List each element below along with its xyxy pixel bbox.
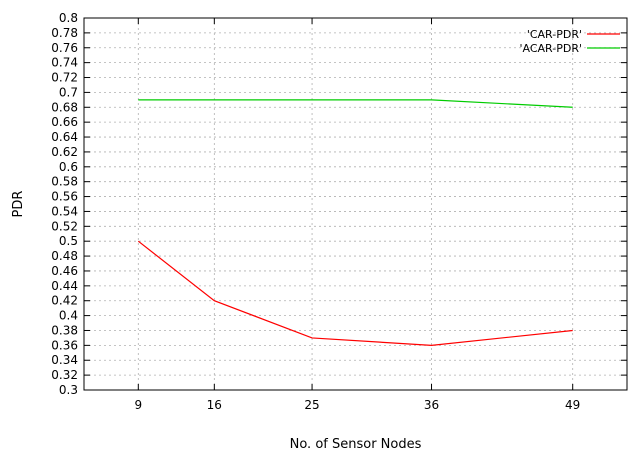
legend-label: 'CAR-PDR' [527,28,582,41]
y-tick-label: 0.62 [51,145,78,159]
y-tick-label: 0.4 [59,309,78,323]
x-tick-label: 25 [304,398,319,412]
y-tick-label: 0.54 [51,204,78,218]
x-tick-label: 16 [207,398,222,412]
x-tick-label: 36 [424,398,439,412]
y-tick-label: 0.34 [51,353,78,367]
x-axis-title: No. of Sensor Nodes [290,437,422,452]
y-tick-label: 0.74 [51,56,78,70]
y-tick-label: 0.3 [59,383,78,397]
y-tick-label: 0.42 [51,294,78,308]
grid [84,17,627,391]
y-tick-label: 0.5 [59,234,78,248]
y-tick-label: 0.72 [51,71,78,85]
y-tick-label: 0.46 [51,264,78,278]
y-tick-label: 0.58 [51,175,78,189]
y-tick-label: 0.7 [59,85,78,99]
legend-label: 'ACAR-PDR' [520,42,583,55]
x-tick-label: 9 [134,398,142,412]
y-tick-label: 0.6 [59,160,78,174]
y-tick-label: 0.36 [51,338,78,352]
x-tick-label: 49 [565,398,580,412]
y-tick-label: 0.8 [59,11,78,25]
series-line-2 [138,99,573,108]
y-tick-label: 0.78 [51,26,78,40]
y-tick-label: 0.52 [51,219,78,233]
y-tick-label: 0.66 [51,115,78,129]
y-tick-label: 0.48 [51,249,78,263]
y-tick-label: 0.76 [51,41,78,55]
legend: 'CAR-PDR''ACAR-PDR' [520,28,620,55]
y-tick-label: 0.44 [51,279,78,293]
series-lines [137,99,573,346]
y-tick-label: 0.32 [51,368,78,382]
y-tick-label: 0.68 [51,100,78,114]
y-tick-label: 0.56 [51,190,78,204]
axis-ticks: 0.30.320.340.360.380.40.420.440.460.480.… [51,11,627,412]
plot-frame [83,17,628,391]
y-axis-title: PDR [11,191,26,218]
y-tick-label: 0.38 [51,323,78,337]
series-line-1 [137,240,573,346]
y-tick-label: 0.64 [51,130,78,144]
